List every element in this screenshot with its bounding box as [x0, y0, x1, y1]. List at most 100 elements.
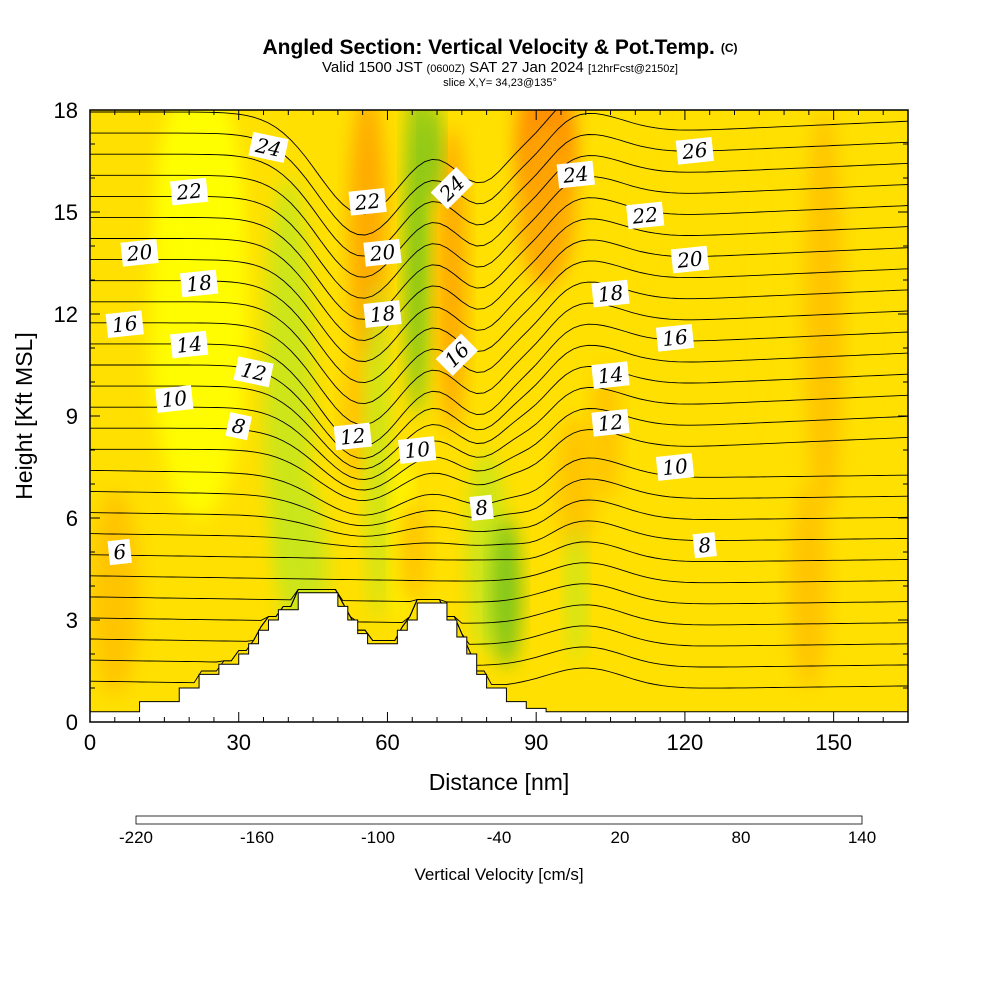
- contour-label: 10: [155, 385, 194, 413]
- colorbar-tick-label: -40: [487, 828, 512, 847]
- velocity-feature: [397, 501, 428, 603]
- contour-label-box: [105, 310, 144, 339]
- contour-label-text: 8: [230, 413, 247, 439]
- velocity-feature: [365, 280, 390, 620]
- isentrope-line: [90, 588, 908, 626]
- contour-label: 8: [225, 412, 252, 441]
- isentrope-line: [90, 281, 908, 405]
- isentrope-line: [90, 386, 908, 480]
- contour-label-box: [248, 131, 289, 163]
- contour-label: 12: [333, 422, 372, 451]
- contour-label-text: 16: [111, 311, 139, 338]
- contour-label-text: 22: [174, 178, 203, 205]
- contour-labels: 2422201816141210862220181210241682426222…: [105, 131, 717, 566]
- x-tick-label: 150: [815, 730, 852, 755]
- contour-label-text: 20: [368, 240, 397, 267]
- contour-label-box: [348, 187, 387, 216]
- isentrope-line: [90, 583, 908, 605]
- potential-temperature-contours: [90, 110, 908, 689]
- contour-label-box: [556, 160, 595, 189]
- colorbar-title: Vertical Velocity [cm/s]: [414, 865, 583, 884]
- colorbar: -220 -160 -100 -40 20 80 140: [119, 815, 876, 847]
- contour-label-text: 8: [474, 495, 489, 520]
- contour-label-box: [363, 300, 402, 328]
- contour-label: 8: [692, 532, 717, 559]
- contour-label-text: 26: [680, 138, 709, 165]
- chart-title: Angled Section: Vertical Velocity & Pot.…: [0, 36, 1000, 60]
- velocity-feature: [556, 416, 596, 552]
- isentrope-line: [90, 323, 908, 447]
- contour-label-box: [179, 269, 219, 298]
- contour-label-text: 10: [160, 386, 188, 413]
- contour-label-text: 22: [630, 202, 659, 229]
- isentrope-line: [90, 457, 908, 516]
- y-tick-label: 15: [54, 200, 78, 225]
- isentrope-line: [90, 541, 908, 563]
- x-tick-label: 60: [375, 730, 399, 755]
- terrain-profile: [89, 592, 909, 723]
- contour-label-box: [591, 279, 630, 308]
- contour-label: 26: [675, 136, 714, 165]
- colorbar-tick-label: -100: [361, 828, 395, 847]
- velocity-feature: [863, 144, 904, 484]
- isentrope-line: [90, 134, 908, 257]
- y-tick-label: 3: [66, 608, 78, 633]
- contour-label-box: [435, 333, 479, 377]
- contour-label-text: 8: [697, 533, 712, 558]
- colorbar-tick-label: 140: [848, 828, 876, 847]
- contour-label-box: [626, 201, 665, 230]
- y-tick-label: 6: [66, 506, 78, 531]
- contour-label-text: 10: [403, 437, 431, 464]
- chart-title-unit: (C): [720, 41, 738, 55]
- contour-label-text: 12: [239, 357, 269, 386]
- contour-label: 22: [626, 201, 665, 230]
- contour-label-box: [591, 408, 630, 437]
- isentrope-line: [90, 520, 908, 548]
- x-axis-label: Distance [nm]: [429, 769, 570, 795]
- y-tick-label: 0: [66, 710, 78, 735]
- contour-label-box: [363, 238, 402, 267]
- valid-time: Valid 1500 JST: [322, 59, 423, 76]
- contour-label-box: [155, 385, 194, 413]
- contour-label-box: [655, 323, 695, 352]
- isentrope-line: [90, 499, 908, 537]
- x-tick-label: 30: [226, 730, 250, 755]
- y-axis: 0 3 6 9 12 15 18: [54, 98, 908, 735]
- contour-label: 22: [170, 177, 209, 206]
- terrain-shape: [89, 592, 909, 723]
- isentrope-line: [90, 112, 908, 236]
- isentrope-line: [90, 218, 908, 341]
- y-tick-label: 18: [54, 98, 78, 123]
- velocity-feature: [342, 348, 373, 484]
- contour-label-text: 12: [339, 423, 367, 450]
- contour-label: 18: [179, 269, 219, 298]
- isentrope-line: [90, 302, 908, 426]
- isentrope-line: [90, 429, 908, 502]
- chart-title-text: Angled Section: Vertical Velocity & Pot.…: [262, 36, 715, 59]
- velocity-feature: [491, 518, 522, 668]
- x-tick-label: 0: [84, 730, 96, 755]
- velocity-feature: [803, 110, 844, 518]
- contour-label: 16: [105, 310, 144, 339]
- contour-label-text: 18: [185, 270, 213, 297]
- x-tick-label: 120: [667, 730, 704, 755]
- velocity-feature: [789, 484, 829, 688]
- x-tick-label: 90: [524, 730, 548, 755]
- contour-label-text: 12: [597, 410, 625, 437]
- isentrope-line: [90, 408, 908, 491]
- contour-label-text: 16: [661, 325, 689, 352]
- contour-label-text: 24: [253, 133, 284, 162]
- contour-label-box: [591, 361, 630, 390]
- contour-label-box: [107, 538, 132, 566]
- contour-label-text: 18: [369, 301, 397, 328]
- contour-label-box: [120, 238, 159, 267]
- isentrope-line: [90, 260, 908, 384]
- velocity-feature: [724, 110, 794, 484]
- contour-label-box: [398, 436, 437, 464]
- contour-label: 14: [170, 330, 209, 359]
- contour-label-text: 20: [125, 240, 154, 267]
- contour-label: 12: [233, 356, 274, 388]
- isentrope-line: [90, 562, 908, 584]
- valid-date: SAT 27 Jan 2024: [469, 59, 584, 76]
